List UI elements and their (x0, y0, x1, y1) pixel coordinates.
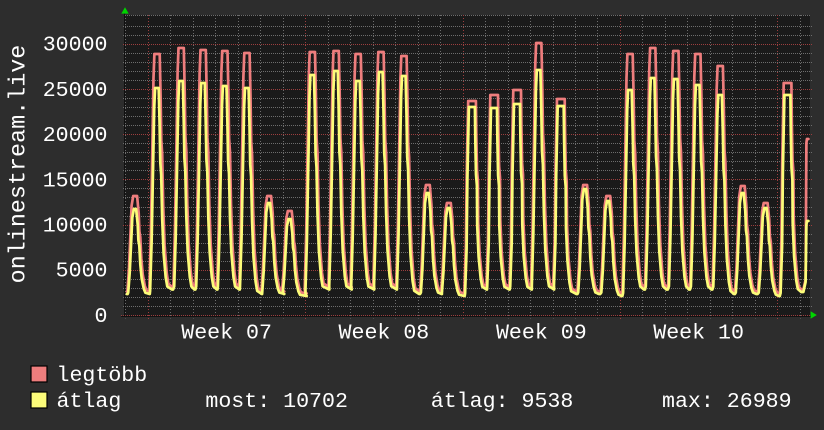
svg-text:Week 08: Week 08 (339, 321, 430, 345)
svg-text:20000: 20000 (43, 124, 108, 148)
svg-text:legtöbb: legtöbb (57, 364, 148, 388)
svg-text:15000: 15000 (43, 169, 108, 193)
svg-text:25000: 25000 (43, 79, 108, 103)
svg-text:onlinestream.live: onlinestream.live (7, 45, 33, 284)
svg-text:átlag: átlag (57, 390, 122, 414)
svg-text:most: 10702: most: 10702 (205, 390, 348, 414)
svg-text:0: 0 (95, 305, 108, 329)
svg-text:Week 10: Week 10 (653, 321, 744, 345)
svg-text:10000: 10000 (43, 215, 108, 239)
svg-text:30000: 30000 (43, 34, 108, 58)
svg-text:Week 07: Week 07 (181, 321, 272, 345)
svg-text:5000: 5000 (56, 260, 108, 284)
svg-text:Week 09: Week 09 (496, 321, 587, 345)
svg-text:átlag: 9538: átlag: 9538 (431, 390, 574, 414)
svg-text:max: 26989: max: 26989 (662, 390, 792, 414)
